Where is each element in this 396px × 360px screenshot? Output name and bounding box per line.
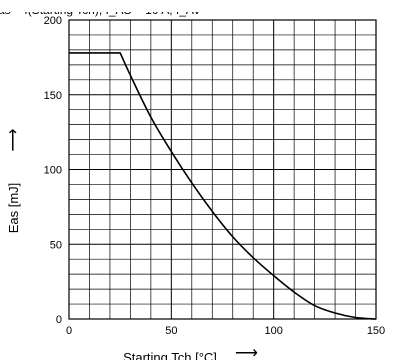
y-tick-label: 100 xyxy=(44,165,62,177)
x-tick-label: 0 xyxy=(66,325,72,337)
y-axis-label: Eas [mJ] xyxy=(6,183,21,234)
y-tick-label: 150 xyxy=(44,90,62,102)
x-axis-label: Starting Tch [°C] xyxy=(123,350,217,360)
plot-frame xyxy=(68,19,377,320)
chart-grid xyxy=(68,19,377,320)
x-tick-label: 100 xyxy=(264,325,282,337)
x-axis-arrow: ⟶ xyxy=(235,345,258,360)
series-line-0 xyxy=(69,52,377,320)
y-tick-label: 50 xyxy=(50,239,62,251)
series-layer xyxy=(69,52,377,320)
tick-labels: 0 50 100 150 0 50 100 150 200 xyxy=(44,15,386,337)
x-tick-label: 150 xyxy=(367,325,385,337)
x-tick-label: 50 xyxy=(165,325,177,337)
y-axis-arrow: ⟶ xyxy=(5,128,22,151)
chart-title: Eas = f(Starting Tch); I_AS = 10 A; I_AV xyxy=(0,3,201,17)
y-tick-label: 200 xyxy=(44,15,62,27)
y-tick-label: 0 xyxy=(56,314,62,326)
